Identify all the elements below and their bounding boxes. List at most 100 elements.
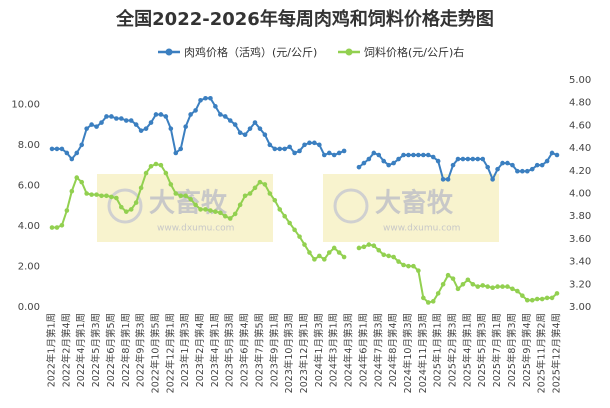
point (460, 282, 466, 287)
point (505, 284, 510, 289)
point (317, 142, 322, 148)
point (282, 146, 287, 152)
point (371, 150, 377, 156)
x-tick-label: 2025年1月第1周 (432, 313, 444, 387)
point (421, 295, 426, 301)
x-tick-label: 2022年2月第4周 (60, 313, 72, 387)
x-tick-label: 2025年2月第3周 (447, 313, 459, 387)
point (64, 208, 70, 213)
point (445, 272, 451, 278)
point (252, 185, 258, 191)
point (450, 276, 456, 281)
y2-tick-label: 4.60 (569, 120, 591, 131)
point (64, 150, 70, 156)
point (198, 207, 203, 212)
point (138, 185, 144, 191)
x-tick-label: 2024年7月第3周 (372, 313, 384, 387)
point (529, 297, 535, 303)
point (480, 283, 486, 288)
point (416, 152, 421, 158)
point (69, 156, 75, 162)
point (158, 162, 164, 168)
point (322, 257, 327, 262)
point (218, 112, 223, 117)
point (84, 126, 89, 131)
x-tick-label: 2023年12月第1周 (298, 313, 310, 393)
point (307, 140, 312, 146)
legend-label: 饲料价格(元/公斤)右 (364, 45, 464, 59)
point (341, 148, 347, 154)
point (232, 211, 238, 217)
point (381, 252, 387, 258)
x-tick-label: 2022年6月第5周 (105, 313, 117, 387)
point (331, 245, 337, 251)
point (520, 168, 525, 174)
point (99, 120, 104, 125)
point (465, 156, 471, 162)
point (425, 300, 431, 305)
point (227, 118, 233, 123)
point (376, 247, 382, 253)
point (79, 142, 85, 148)
point (406, 152, 411, 158)
point (109, 114, 114, 119)
x-tick-label: 2022年1月第1周 (46, 313, 58, 387)
x-tick-label: 2025年9月第4周 (521, 313, 533, 387)
point (440, 177, 446, 182)
x-tick-label: 2025年12月第4周 (551, 313, 563, 393)
point (242, 132, 248, 138)
point (326, 150, 332, 156)
point (391, 254, 396, 260)
point (500, 284, 505, 289)
point (524, 168, 530, 174)
point (148, 163, 154, 169)
point (529, 166, 535, 172)
point (79, 179, 85, 185)
point (361, 160, 367, 166)
point (312, 140, 317, 146)
watermark-logo (107, 188, 143, 224)
point (549, 150, 555, 156)
point (485, 164, 490, 170)
point (218, 210, 223, 216)
point (94, 192, 99, 197)
point (222, 114, 228, 119)
x-tick-label: 2025年7月第1周 (491, 313, 503, 387)
point (232, 122, 238, 127)
watermark-url: www.dxumu.com (157, 224, 234, 234)
point (326, 250, 332, 255)
point (539, 162, 545, 168)
point (297, 148, 302, 154)
point (376, 152, 382, 158)
point (277, 207, 283, 212)
point (94, 124, 99, 129)
point (490, 177, 495, 182)
point (163, 170, 169, 176)
point (312, 257, 317, 262)
point (252, 120, 258, 125)
point (104, 114, 109, 119)
point (203, 95, 208, 101)
point (143, 170, 149, 176)
point (208, 208, 213, 213)
point (287, 144, 292, 150)
point (396, 156, 401, 162)
x-tick-label: 2022年9月第3周 (135, 313, 147, 387)
point (198, 97, 203, 103)
point (450, 162, 456, 168)
x-tick-label: 2024年11月第3周 (417, 313, 429, 393)
x-tick-label: 2024年4月第3周 (343, 313, 355, 387)
point (554, 152, 560, 158)
point (292, 150, 297, 156)
point (287, 220, 292, 226)
point (69, 188, 75, 194)
point (401, 152, 406, 158)
x-tick-label: 2023年9月第1周 (268, 313, 280, 387)
point (99, 193, 104, 199)
point (421, 152, 426, 158)
point (515, 168, 520, 174)
point (411, 152, 416, 158)
point (302, 142, 307, 148)
x-tick-label: 2024年10月第3周 (402, 313, 414, 393)
point (257, 179, 263, 185)
